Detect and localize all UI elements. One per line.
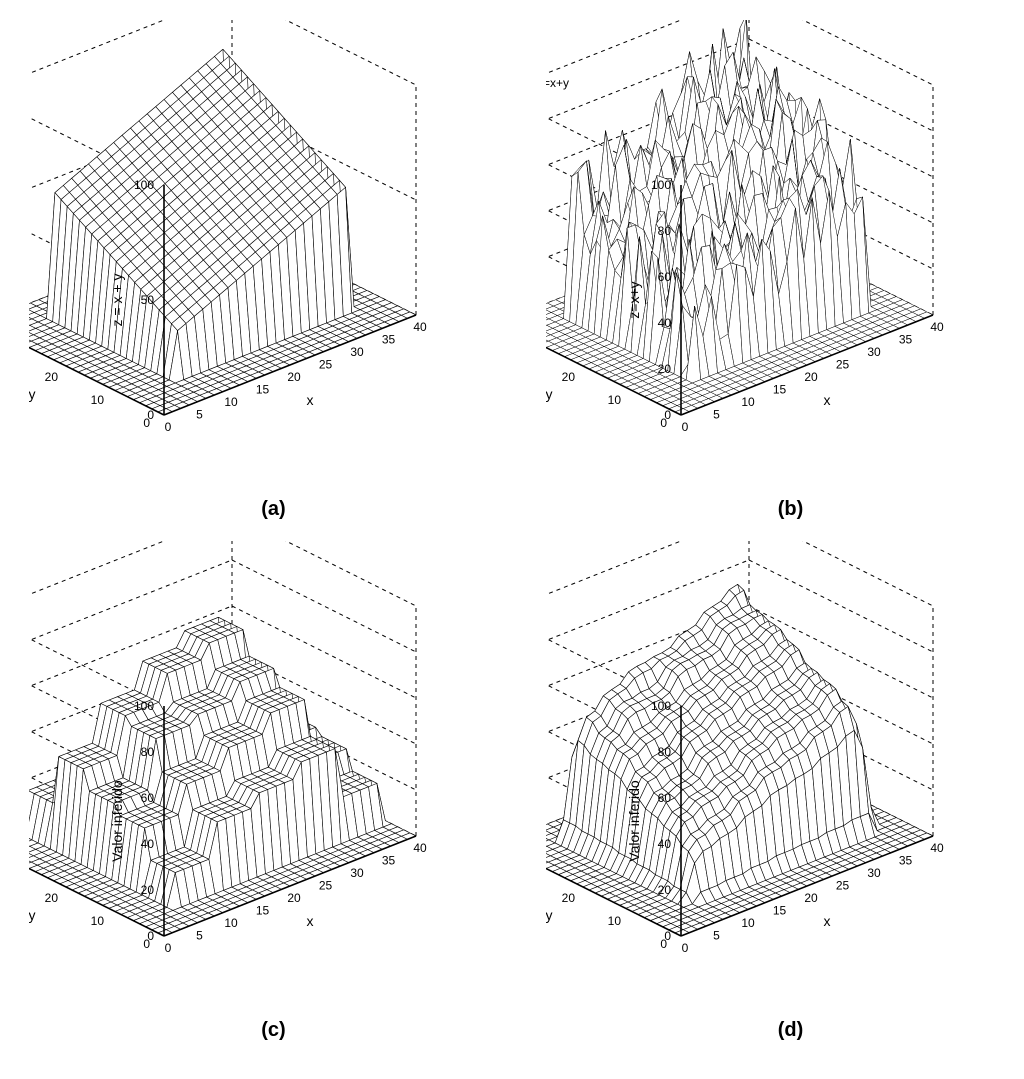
svg-text:5: 5 <box>713 929 720 943</box>
svg-text:80: 80 <box>657 745 671 759</box>
svg-text:10: 10 <box>224 395 238 409</box>
svg-text:0: 0 <box>681 420 688 434</box>
caption-a: (a) <box>261 498 285 521</box>
svg-text:Valor inferido: Valor inferido <box>109 780 125 862</box>
svg-text:60: 60 <box>657 270 671 284</box>
svg-text:100: 100 <box>133 178 153 192</box>
svg-text:60: 60 <box>657 791 671 805</box>
svg-text:y: y <box>29 907 36 923</box>
svg-text:5: 5 <box>713 408 720 422</box>
svg-text:60: 60 <box>140 791 154 805</box>
svg-text:10: 10 <box>224 916 238 930</box>
svg-text:10: 10 <box>90 914 104 928</box>
svg-text:30: 30 <box>350 866 364 880</box>
panel-b: 0510152025303540010203040020406080100xyz… <box>537 20 1024 521</box>
svg-text:40: 40 <box>930 841 944 855</box>
svg-text:80: 80 <box>140 745 154 759</box>
svg-text:20: 20 <box>140 883 154 897</box>
svg-text:40: 40 <box>657 316 671 330</box>
svg-text:15: 15 <box>772 383 786 397</box>
svg-text:y: y <box>29 386 36 402</box>
svg-text:15: 15 <box>255 904 269 918</box>
svg-text:20: 20 <box>44 891 58 905</box>
caption-c: (c) <box>261 1019 285 1042</box>
svg-text:30: 30 <box>350 345 364 359</box>
svg-text:10: 10 <box>607 914 621 928</box>
caption-d: (d) <box>778 1019 804 1042</box>
surface-plot-d: 0510152025303540010203040020406080100xyV… <box>546 541 1024 1011</box>
svg-text:x: x <box>306 392 313 408</box>
svg-text:10: 10 <box>90 393 104 407</box>
svg-text:z = x + y: z = x + y <box>109 274 125 327</box>
surface-plot-c: 0510152025303540010203040020406080100xyV… <box>29 541 519 1011</box>
svg-text:100: 100 <box>650 178 670 192</box>
svg-text:x: x <box>823 913 830 929</box>
figure-grid: 0510152025303540010203040050100xyz = x +… <box>20 20 1024 1042</box>
svg-text:5: 5 <box>196 929 203 943</box>
svg-text:80: 80 <box>657 224 671 238</box>
panel-d: 0510152025303540010203040020406080100xyV… <box>537 541 1024 1042</box>
svg-text:y: y <box>546 386 553 402</box>
svg-text:20: 20 <box>287 370 301 384</box>
svg-text:40: 40 <box>413 320 427 334</box>
svg-text:30: 30 <box>867 345 881 359</box>
svg-text:10: 10 <box>741 395 755 409</box>
caption-b: (b) <box>778 498 804 521</box>
svg-text:10: 10 <box>607 393 621 407</box>
svg-text:10: 10 <box>741 916 755 930</box>
svg-text:5: 5 <box>196 408 203 422</box>
svg-text:15: 15 <box>255 383 269 397</box>
svg-text:20: 20 <box>561 891 575 905</box>
svg-text:40: 40 <box>140 837 154 851</box>
svg-text:40: 40 <box>413 841 427 855</box>
svg-text:z=x+y: z=x+y <box>546 76 569 90</box>
svg-text:20: 20 <box>561 370 575 384</box>
surface-plot-b: 0510152025303540010203040020406080100xyz… <box>546 20 1024 490</box>
svg-text:0: 0 <box>164 420 171 434</box>
svg-text:25: 25 <box>835 358 849 372</box>
svg-text:20: 20 <box>44 370 58 384</box>
svg-text:25: 25 <box>835 879 849 893</box>
svg-text:0: 0 <box>147 408 154 422</box>
svg-text:15: 15 <box>772 904 786 918</box>
svg-text:z=x+y: z=x+y <box>626 281 642 318</box>
surface-plot-a: 0510152025303540010203040050100xyz = x +… <box>29 20 519 490</box>
svg-text:20: 20 <box>657 883 671 897</box>
svg-text:35: 35 <box>381 854 395 868</box>
svg-text:40: 40 <box>930 320 944 334</box>
svg-text:100: 100 <box>133 699 153 713</box>
svg-text:0: 0 <box>681 941 688 955</box>
svg-text:x: x <box>306 913 313 929</box>
svg-text:50: 50 <box>140 293 154 307</box>
svg-text:x: x <box>823 392 830 408</box>
svg-text:20: 20 <box>657 362 671 376</box>
svg-text:0: 0 <box>664 929 671 943</box>
svg-text:20: 20 <box>804 370 818 384</box>
svg-text:0: 0 <box>164 941 171 955</box>
svg-text:100: 100 <box>650 699 670 713</box>
svg-text:20: 20 <box>804 891 818 905</box>
svg-text:30: 30 <box>867 866 881 880</box>
svg-text:35: 35 <box>898 854 912 868</box>
svg-text:Valor inferido: Valor inferido <box>626 780 642 862</box>
svg-text:25: 25 <box>318 358 332 372</box>
svg-text:y: y <box>546 907 553 923</box>
svg-text:25: 25 <box>318 879 332 893</box>
svg-text:35: 35 <box>898 333 912 347</box>
svg-text:20: 20 <box>287 891 301 905</box>
panel-c: 0510152025303540010203040020406080100xyV… <box>20 541 527 1042</box>
panel-a: 0510152025303540010203040050100xyz = x +… <box>20 20 527 521</box>
svg-text:0: 0 <box>147 929 154 943</box>
svg-text:35: 35 <box>381 333 395 347</box>
svg-text:0: 0 <box>664 408 671 422</box>
svg-text:40: 40 <box>657 837 671 851</box>
